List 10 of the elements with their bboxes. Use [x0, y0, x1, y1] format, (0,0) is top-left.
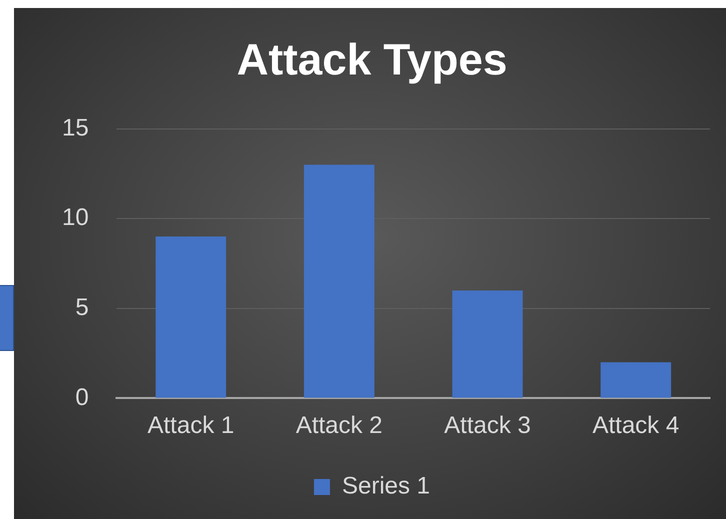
x-tick-label: Attack 2	[296, 412, 383, 440]
y-tick-label: 15	[62, 114, 89, 142]
x-tick-label: Attack 1	[148, 412, 234, 440]
y-tick-label: 0	[75, 384, 89, 411]
x-tick-label: Attack 4	[592, 412, 680, 440]
chart-title: Attack Types	[236, 36, 508, 85]
legend-label: Series 1	[342, 472, 430, 500]
x-tick-label: Attack 3	[444, 412, 531, 440]
y-tick-label: 10	[62, 204, 89, 232]
y-tick-label: 5	[75, 294, 89, 322]
